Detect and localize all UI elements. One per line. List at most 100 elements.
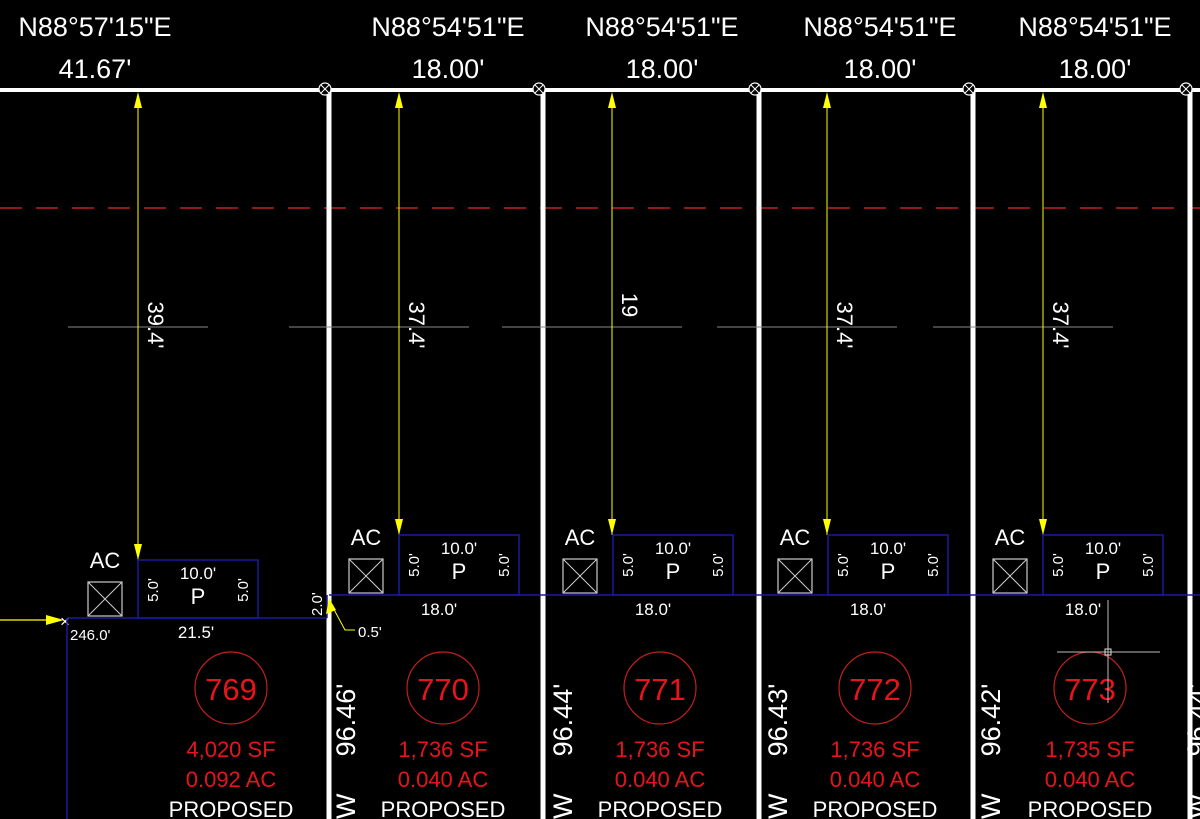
pad-right-label: 5.0'	[925, 553, 942, 577]
lot-number-circle	[194, 651, 268, 725]
side-bearing-label: W	[976, 793, 1006, 819]
lot-corner-marker	[1179, 82, 1193, 96]
side-bearing-label: W	[548, 793, 578, 819]
lot-number-circle	[406, 651, 480, 725]
lot-status: PROPOSED	[169, 797, 294, 819]
ac-label: AC	[351, 525, 382, 550]
lot-status: PROPOSED	[813, 797, 938, 819]
pad-left-label: 5.0'	[145, 578, 162, 602]
bearing-label: N88°54'51"E	[585, 12, 738, 42]
lot-number-circle	[623, 651, 697, 725]
dimension-arrowhead	[395, 519, 403, 535]
pad-width-label: 10.0'	[1085, 539, 1121, 558]
parking-pad	[398, 534, 520, 596]
pad-label: P	[1096, 559, 1111, 584]
ac-unit-icon	[348, 558, 384, 594]
lot-area-sf: 1,736 SF	[615, 737, 704, 762]
side-length-label: 96.43'	[763, 684, 793, 757]
side-bearing-label: W	[763, 793, 793, 819]
side-length-label: 96.44'	[1182, 684, 1200, 757]
pad-left-label: 5.0'	[620, 553, 637, 577]
side-bearing-label: W	[331, 793, 361, 819]
pad-left-label: 5.0'	[406, 553, 423, 577]
offset-vertical-label: 2.0'	[309, 592, 326, 616]
side-length-label: 96.42'	[976, 684, 1006, 757]
pad-label: P	[452, 559, 467, 584]
setback-dimension-label: 39.4'	[143, 301, 168, 348]
lot-area-ac: 0.040 AC	[830, 767, 921, 792]
dimension-arrowhead	[1039, 92, 1047, 108]
side-length-label: 96.44'	[548, 684, 578, 757]
lot-number: 770	[417, 672, 469, 707]
dimension-arrowhead	[134, 544, 142, 560]
lot-status: PROPOSED	[1028, 797, 1153, 819]
lot-area-ac: 0.040 AC	[615, 767, 706, 792]
lot-area-ac: 0.040 AC	[398, 767, 489, 792]
frontage-label: 18.0'	[635, 600, 671, 619]
lot-status: PROPOSED	[381, 797, 506, 819]
setback-dimension-label: 37.4'	[404, 301, 429, 348]
frontage-label: 18.0'	[850, 600, 886, 619]
station-arrowhead	[46, 615, 64, 625]
pad-width-label: 10.0'	[870, 539, 906, 558]
distance-label: 18.00'	[412, 54, 485, 84]
pad-right-label: 5.0'	[1140, 553, 1157, 577]
lot-area-ac: 0.040 AC	[1045, 767, 1136, 792]
bearing-label: N88°54'51"E	[371, 12, 524, 42]
parking-pad	[827, 534, 949, 596]
parking-pad	[1042, 534, 1164, 596]
station-x-mark: ×	[60, 612, 70, 631]
pad-right-label: 5.0'	[496, 553, 513, 577]
ac-unit-icon	[992, 558, 1028, 594]
pad-label: P	[666, 559, 681, 584]
pad-left-label: 5.0'	[835, 553, 852, 577]
frontage-label: 18.0'	[1065, 600, 1101, 619]
offset-leader-label: 0.5'	[358, 624, 382, 641]
bearing-label: N88°54'51"E	[803, 12, 956, 42]
dimension-arrowhead	[1039, 519, 1047, 535]
side-bearing-label: W	[1182, 793, 1200, 819]
ac-label: AC	[780, 525, 811, 550]
crosshair-cursor	[1057, 600, 1160, 703]
parking-pad	[612, 534, 734, 596]
setback-dimension-label: 19	[617, 293, 642, 317]
station-label: 246.0'	[70, 627, 111, 644]
frontage-label: 21.5'	[178, 623, 214, 642]
lot-corner-marker	[748, 82, 762, 96]
frontage-label: 18.0'	[421, 600, 457, 619]
lot-corner-marker	[318, 82, 332, 96]
ac-unit-icon	[777, 558, 813, 594]
lot-area-sf: 4,020 SF	[186, 737, 275, 762]
lot-area-sf: 1,736 SF	[830, 737, 919, 762]
lot-area-sf: 1,736 SF	[398, 737, 487, 762]
ac-unit-icon	[87, 581, 123, 617]
bearing-label: N88°54'51"E	[1018, 12, 1171, 42]
pad-right-label: 5.0'	[235, 578, 252, 602]
dimension-arrowhead	[608, 519, 616, 535]
lot-number: 772	[849, 672, 901, 707]
lot-number: 769	[205, 672, 257, 707]
dimension-arrowhead	[823, 92, 831, 108]
dimension-arrowhead	[823, 519, 831, 535]
ac-label: AC	[995, 525, 1026, 550]
lot-number: 771	[634, 672, 686, 707]
setback-dimension-label: 37.4'	[832, 301, 857, 348]
offset-leader-arrowhead	[326, 598, 336, 614]
dimension-arrowhead	[134, 92, 142, 108]
pad-width-label: 10.0'	[441, 539, 477, 558]
bearing-label: N88°57'15"E	[18, 12, 171, 42]
lot-corner-marker	[532, 82, 546, 96]
distance-label: 18.00'	[626, 54, 699, 84]
dimension-arrowhead	[608, 92, 616, 108]
lot-corner-marker	[962, 82, 976, 96]
pad-right-label: 5.0'	[710, 553, 727, 577]
dimension-arrowhead	[395, 92, 403, 108]
pad-label: P	[191, 584, 206, 609]
lot-status: PROPOSED	[598, 797, 723, 819]
ac-unit-icon	[562, 558, 598, 594]
distance-label: 18.00'	[1059, 54, 1132, 84]
distance-label: 41.67'	[59, 54, 132, 84]
distance-label: 18.00'	[844, 54, 917, 84]
